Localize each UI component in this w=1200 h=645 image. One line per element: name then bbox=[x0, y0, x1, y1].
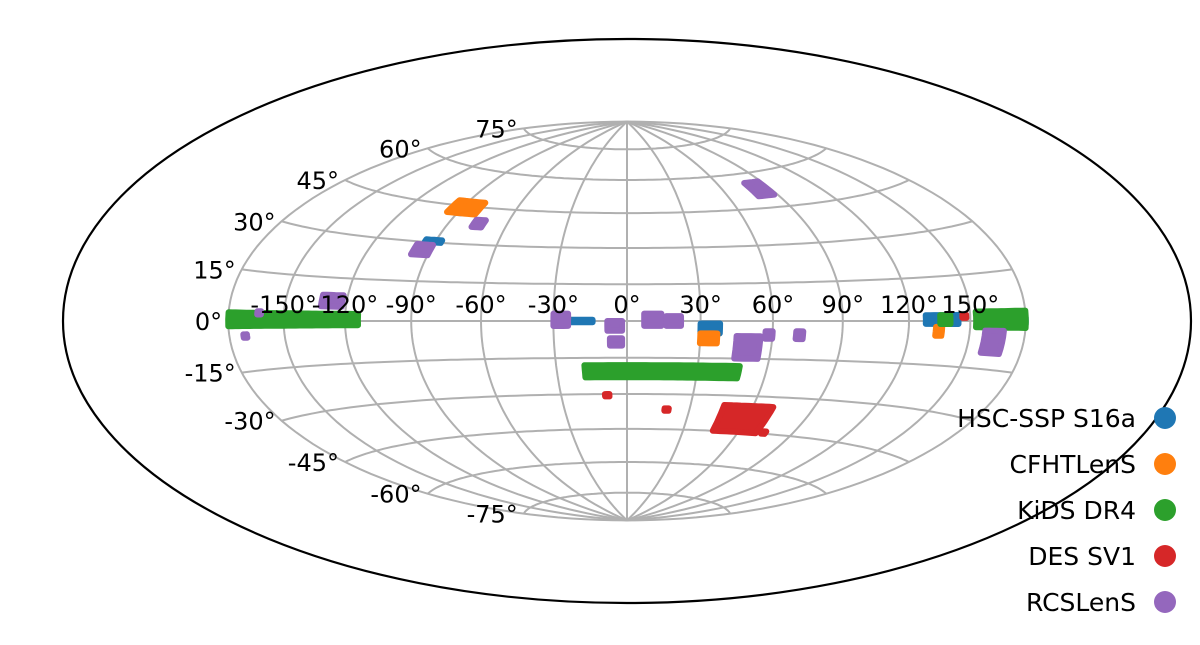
footprint-region bbox=[972, 307, 1029, 331]
series-group bbox=[601, 311, 970, 437]
parallel-line bbox=[426, 147, 828, 181]
footprint-region bbox=[581, 362, 743, 382]
longitude-tick-label: 90° bbox=[822, 291, 865, 319]
parallel-line bbox=[344, 427, 910, 463]
legend-label: CFHTLenS bbox=[1010, 450, 1137, 479]
latitude-tick-label: -15° bbox=[185, 360, 236, 388]
legend-marker bbox=[1154, 499, 1176, 521]
footprint-region bbox=[317, 291, 347, 310]
latitude-tick-label: 0° bbox=[195, 308, 222, 336]
footprint-region bbox=[408, 240, 437, 259]
legend-label: HSC-SSP S16a bbox=[957, 404, 1136, 433]
footprint-region bbox=[601, 391, 613, 400]
footprint-region bbox=[709, 402, 777, 437]
legend-marker bbox=[1154, 407, 1176, 429]
series-group bbox=[240, 178, 1007, 362]
longitude-tick-label: 150° bbox=[941, 291, 999, 319]
latitude-tick-label: 75° bbox=[475, 115, 518, 143]
latitude-tick-label: 60° bbox=[379, 135, 422, 163]
longitude-tick-label: 0° bbox=[613, 291, 640, 319]
latitude-tick-label: 45° bbox=[296, 167, 339, 195]
tick-labels: -150°-120° -90° -60° -30° 0° 30° 60° 90° 120° 150… bbox=[185, 115, 1000, 528]
longitude-tick-label: -150° bbox=[250, 291, 316, 319]
parallel-line bbox=[522, 127, 732, 151]
footprint-region bbox=[762, 328, 776, 342]
footprint-region bbox=[937, 312, 954, 327]
legend-label: DES SV1 bbox=[1028, 542, 1136, 571]
footprint-region bbox=[741, 178, 778, 200]
latitude-tick-label: -60° bbox=[370, 481, 421, 509]
latitude-tick-label: 15° bbox=[193, 256, 236, 284]
series-group bbox=[225, 307, 1029, 382]
parallel-line bbox=[241, 356, 1013, 374]
parallel-line bbox=[281, 393, 973, 422]
footprint-region bbox=[696, 330, 721, 347]
footprint-region bbox=[240, 331, 251, 341]
legend-marker bbox=[1154, 453, 1176, 475]
longitude-tick-label: -90° bbox=[386, 291, 437, 319]
longitude-tick-label: 120° bbox=[880, 291, 938, 319]
footprint-region bbox=[932, 323, 946, 339]
legend-label: RCSLenS bbox=[1026, 588, 1136, 617]
longitude-tick-label: 60° bbox=[752, 291, 795, 319]
latitude-tick-label: -45° bbox=[288, 449, 339, 477]
latitude-tick-label: 30° bbox=[233, 208, 276, 236]
footprint-region bbox=[757, 428, 770, 437]
footprint-region bbox=[606, 335, 626, 349]
parallel-line bbox=[241, 268, 1013, 286]
footprint-region bbox=[468, 216, 489, 231]
legend-label: KiDS DR4 bbox=[1017, 496, 1136, 525]
legend: HSC-SSP S16a CFHTLenS KiDS DR4 DES SV1 RCSLe… bbox=[957, 404, 1176, 617]
longitude-tick-label: -60° bbox=[455, 291, 506, 319]
footprint-region bbox=[663, 313, 685, 329]
footprint-region bbox=[444, 197, 489, 218]
footprint-region bbox=[254, 308, 265, 318]
latitude-tick-label: -75° bbox=[467, 501, 518, 529]
survey-footprints bbox=[225, 178, 1029, 437]
longitude-tick-label: -30° bbox=[528, 291, 579, 319]
map-boundary bbox=[61, 37, 1193, 605]
footprint-region bbox=[604, 318, 626, 334]
footprint-region bbox=[731, 333, 764, 362]
footprint-region bbox=[661, 405, 672, 414]
footprint-region bbox=[977, 327, 1007, 357]
parallel-line bbox=[281, 220, 973, 249]
footprint-region bbox=[959, 311, 970, 321]
footprint-region bbox=[550, 310, 572, 329]
legend-marker bbox=[1154, 591, 1176, 613]
parallel-line bbox=[426, 461, 828, 495]
latitude-tick-label: -30° bbox=[224, 408, 275, 436]
footprint-region bbox=[641, 310, 665, 329]
footprint-region bbox=[792, 328, 807, 343]
parallel-line bbox=[522, 491, 732, 515]
parallel-line bbox=[344, 179, 910, 215]
longitude-tick-label: -120° bbox=[312, 291, 378, 319]
longitude-tick-label: 30° bbox=[679, 291, 722, 319]
legend-marker bbox=[1154, 545, 1176, 567]
